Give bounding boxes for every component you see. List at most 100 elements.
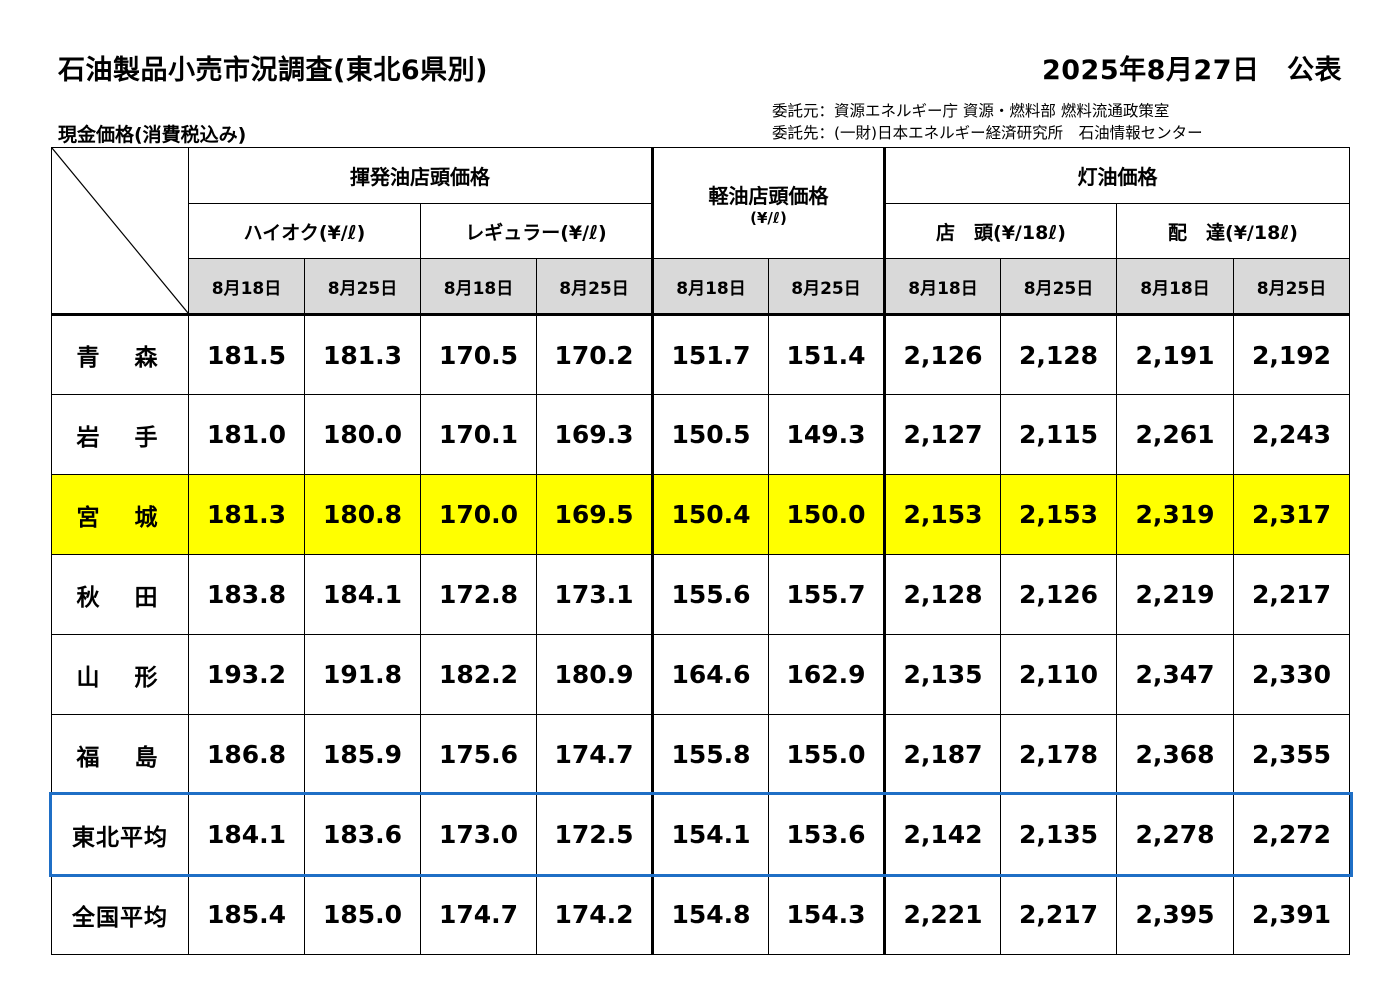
price-cell: 184.1 [304,554,421,635]
publication-date: 2025年8月27日 公表 [1041,55,1342,86]
price-cell: 186.8 [188,714,305,795]
price-cell: 181.3 [304,314,421,395]
price-cell: 154.3 [768,874,885,955]
commissioner-credit: 委託元：資源エネルギー庁 資源・燃料部 燃料流通政策室 [772,102,1170,120]
price-cell: 151.4 [768,314,885,395]
price-cell: 173.1 [536,554,653,635]
price-cell: 174.7 [420,874,537,955]
price-cell: 150.4 [651,474,769,555]
price-cell: 182.2 [420,634,537,715]
price-cell: 2,330 [1233,634,1350,715]
date-header: 8月25日 [1233,258,1350,316]
table-row-national-average: 全国平均 185.4 185.0 174.7 174.2 154.8 154.3… [51,874,1350,955]
price-cell: 2,217 [1000,874,1117,955]
table-row: 秋 田 183.8 184.1 172.8 173.1 155.6 155.7 … [51,554,1350,635]
price-cell: 2,135 [883,634,1001,715]
price-cell: 170.0 [420,474,537,555]
region-label: 山 形 [51,634,189,715]
region-label: 岩 手 [51,394,189,475]
diesel-header: 軽油店頭価格 (¥/ℓ) [651,147,885,259]
price-cell: 174.2 [536,874,653,955]
price-cell: 155.6 [651,554,769,635]
price-table: 揮発油店頭価格 軽油店頭価格 (¥/ℓ) 灯油価格 ハイオク(¥/ℓ) レギュラ… [51,147,1350,955]
price-cell: 185.4 [188,874,305,955]
date-header: 8月18日 [1116,258,1234,316]
gasoline-header: 揮発油店頭価格 [188,147,653,204]
price-cell: 2,110 [1000,634,1117,715]
price-cell: 180.8 [304,474,421,555]
price-cell: 169.3 [536,394,653,475]
price-cell: 150.0 [768,474,885,555]
price-cell: 2,319 [1116,474,1234,555]
price-cell: 2,347 [1116,634,1234,715]
price-cell: 2,187 [883,714,1001,795]
price-cell: 2,128 [883,554,1001,635]
price-cell: 2,178 [1000,714,1117,795]
table-row: 岩 手 181.0 180.0 170.1 169.3 150.5 149.3 … [51,394,1350,475]
price-cell: 170.1 [420,394,537,475]
price-cell: 172.5 [536,794,653,875]
price-cell: 2,317 [1233,474,1350,555]
price-cell: 2,126 [1000,554,1117,635]
kerosene-delivery-header: 配 達(¥/18ℓ) [1116,203,1350,259]
price-cell: 2,128 [1000,314,1117,395]
kerosene-header: 灯油価格 [883,147,1350,204]
price-cell: 155.0 [768,714,885,795]
table-row-tohoku-average: 東北平均 184.1 183.6 173.0 172.5 154.1 153.6… [51,794,1350,875]
price-cell: 2,261 [1116,394,1234,475]
price-cell: 2,395 [1116,874,1234,955]
table-row: 青 森 181.5 181.3 170.5 170.2 151.7 151.4 … [51,314,1350,395]
price-cell: 2,219 [1116,554,1234,635]
price-cell: 173.0 [420,794,537,875]
kerosene-store-header: 店 頭(¥/18ℓ) [883,203,1117,259]
high-octane-header: ハイオク(¥/ℓ) [188,203,421,259]
contractor-credit: 委託先：(一財)日本エネルギー経済研究所 石油情報センター [772,124,1203,142]
price-basis-label: 現金価格(消費税込み) [58,124,247,146]
price-cell: 2,278 [1116,794,1234,875]
price-cell: 169.5 [536,474,653,555]
date-header-row: 8月18日 8月25日 8月18日 8月25日 8月18日 8月25日 8月18… [52,258,1350,316]
price-cell: 172.8 [420,554,537,635]
price-cell: 2,272 [1233,794,1350,875]
price-cell: 2,355 [1233,714,1350,795]
region-label: 東北平均 [51,794,189,875]
price-cell: 2,115 [1000,394,1117,475]
table-row-highlighted: 宮 城 181.3 180.8 170.0 169.5 150.4 150.0 … [51,474,1350,555]
price-cell: 2,217 [1233,554,1350,635]
price-cell: 180.0 [304,394,421,475]
price-cell: 175.6 [420,714,537,795]
price-cell: 185.9 [304,714,421,795]
price-cell: 181.0 [188,394,305,475]
price-cell: 2,391 [1233,874,1350,955]
price-cell: 193.2 [188,634,305,715]
price-cell: 2,368 [1116,714,1234,795]
price-cell: 2,192 [1233,314,1350,395]
diesel-header-unit: (¥/ℓ) [750,208,787,227]
price-cell: 155.7 [768,554,885,635]
price-cell: 153.6 [768,794,885,875]
date-header: 8月18日 [651,258,769,316]
region-label: 宮 城 [51,474,189,555]
price-cell: 149.3 [768,394,885,475]
price-cell: 184.1 [188,794,305,875]
price-cell: 170.5 [420,314,537,395]
price-cell: 154.8 [651,874,769,955]
price-cell: 2,126 [883,314,1001,395]
date-header: 8月18日 [420,258,537,316]
price-cell: 181.3 [188,474,305,555]
date-header: 8月18日 [883,258,1001,316]
price-cell: 2,142 [883,794,1001,875]
price-cell: 183.8 [188,554,305,635]
region-label: 全国平均 [51,874,189,955]
date-header: 8月25日 [536,258,653,316]
date-header: 8月25日 [304,258,421,316]
page-title: 石油製品小売市況調査(東北6県別) [58,55,488,86]
price-cell: 2,221 [883,874,1001,955]
price-cell: 155.8 [651,714,769,795]
price-cell: 181.5 [188,314,305,395]
price-cell: 174.7 [536,714,653,795]
diagonal-line [52,148,188,313]
regular-header: レギュラー(¥/ℓ) [420,203,653,259]
price-cell: 2,153 [1000,474,1117,555]
price-cell: 191.8 [304,634,421,715]
